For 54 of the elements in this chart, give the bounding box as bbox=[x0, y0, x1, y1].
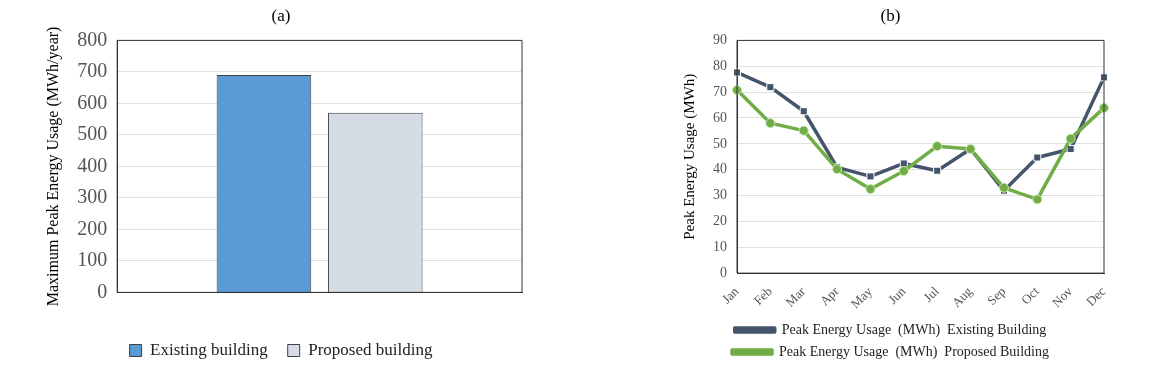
x-tick-label: Dec bbox=[1083, 283, 1109, 309]
y-tick-label: 10 bbox=[713, 238, 727, 254]
x-tick-label: Apr bbox=[816, 283, 843, 309]
legend-label: Peak Energy Usage (MWh) Existing Building bbox=[781, 321, 1047, 338]
legend-label: Proposed building bbox=[308, 339, 433, 359]
point bbox=[932, 141, 943, 152]
x-tick-label: Sep bbox=[984, 283, 1009, 308]
point bbox=[866, 172, 875, 181]
y-tick-label: 80 bbox=[713, 57, 727, 73]
point bbox=[998, 182, 1009, 193]
point bbox=[765, 118, 776, 129]
y-tick-label: 60 bbox=[713, 109, 727, 125]
point bbox=[799, 107, 808, 116]
y-tick-label: 70 bbox=[713, 83, 727, 99]
y-tick-label: 600 bbox=[77, 90, 108, 113]
point bbox=[899, 159, 908, 168]
point bbox=[898, 165, 909, 176]
x-tick-label: May bbox=[847, 283, 876, 312]
x-tick-label: Aug bbox=[948, 283, 976, 311]
y-tick-label: 40 bbox=[713, 161, 727, 177]
point bbox=[933, 166, 942, 175]
x-tick-label: Feb bbox=[750, 283, 775, 308]
point bbox=[1032, 194, 1043, 205]
x-tick-label: Jul bbox=[920, 283, 942, 305]
point bbox=[865, 184, 876, 195]
y-tick-label: 30 bbox=[713, 187, 727, 203]
y-tick-label: 400 bbox=[77, 153, 108, 176]
y-tick-label: 90 bbox=[713, 32, 727, 48]
y-tick-label: 300 bbox=[77, 185, 108, 208]
y-tick-label: 200 bbox=[77, 216, 108, 239]
legend-label: Existing building bbox=[150, 339, 269, 359]
legend-label: Peak Energy Usage (MWh) Proposed Building bbox=[779, 343, 1049, 360]
x-tick-label: Jan bbox=[718, 283, 742, 307]
point bbox=[1065, 133, 1076, 144]
x-tick-label: Oct bbox=[1017, 283, 1043, 308]
chart-title: (a) bbox=[271, 5, 291, 25]
y-tick-label: 0 bbox=[720, 264, 727, 280]
x-tick-label: Mar bbox=[782, 283, 809, 310]
y-tick-label: 700 bbox=[77, 59, 108, 82]
y-tick-label: 20 bbox=[713, 213, 727, 229]
point bbox=[766, 83, 775, 92]
chart-title: (b) bbox=[880, 5, 901, 25]
y-tick-label: 100 bbox=[77, 248, 108, 271]
point bbox=[1033, 153, 1042, 162]
y-tick-label: 50 bbox=[713, 135, 727, 151]
x-tick-label: Nov bbox=[1048, 283, 1076, 311]
y-axis-title: Maximum Peak Energy Usage (MWh/year) bbox=[43, 26, 62, 307]
x-tick-label: Jun bbox=[884, 283, 909, 307]
y-tick-label: 0 bbox=[97, 279, 108, 302]
y-axis-title: Peak Energy Usage (MWh) bbox=[680, 73, 698, 240]
y-tick-label: 800 bbox=[77, 27, 108, 50]
y-tick-label: 500 bbox=[77, 122, 108, 145]
point bbox=[798, 125, 809, 136]
point bbox=[1066, 144, 1075, 154]
